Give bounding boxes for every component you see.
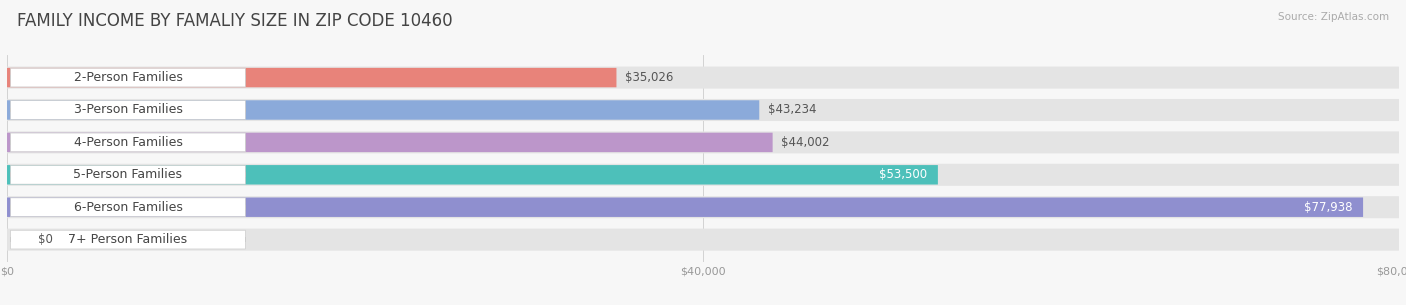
- Text: $0: $0: [38, 233, 53, 246]
- Text: 6-Person Families: 6-Person Families: [73, 201, 183, 214]
- Text: $35,026: $35,026: [626, 71, 673, 84]
- FancyBboxPatch shape: [7, 133, 773, 152]
- FancyBboxPatch shape: [10, 101, 246, 119]
- Text: 4-Person Families: 4-Person Families: [73, 136, 183, 149]
- FancyBboxPatch shape: [10, 133, 246, 152]
- Text: Source: ZipAtlas.com: Source: ZipAtlas.com: [1278, 12, 1389, 22]
- FancyBboxPatch shape: [7, 66, 1399, 88]
- Text: 7+ Person Families: 7+ Person Families: [69, 233, 187, 246]
- FancyBboxPatch shape: [7, 99, 1399, 121]
- FancyBboxPatch shape: [7, 164, 1399, 186]
- FancyBboxPatch shape: [7, 229, 1399, 251]
- FancyBboxPatch shape: [7, 100, 759, 120]
- Text: $44,002: $44,002: [782, 136, 830, 149]
- FancyBboxPatch shape: [10, 68, 246, 87]
- Text: $77,938: $77,938: [1305, 201, 1353, 214]
- FancyBboxPatch shape: [7, 165, 938, 185]
- FancyBboxPatch shape: [10, 230, 246, 249]
- FancyBboxPatch shape: [7, 68, 616, 87]
- FancyBboxPatch shape: [7, 198, 1362, 217]
- Text: FAMILY INCOME BY FAMALIY SIZE IN ZIP CODE 10460: FAMILY INCOME BY FAMALIY SIZE IN ZIP COD…: [17, 12, 453, 30]
- Text: 5-Person Families: 5-Person Families: [73, 168, 183, 181]
- Text: $53,500: $53,500: [879, 168, 928, 181]
- Text: 3-Person Families: 3-Person Families: [73, 103, 183, 117]
- FancyBboxPatch shape: [7, 131, 1399, 153]
- Text: $43,234: $43,234: [768, 103, 817, 117]
- Text: 2-Person Families: 2-Person Families: [73, 71, 183, 84]
- FancyBboxPatch shape: [10, 198, 246, 217]
- FancyBboxPatch shape: [7, 196, 1399, 218]
- FancyBboxPatch shape: [10, 165, 246, 184]
